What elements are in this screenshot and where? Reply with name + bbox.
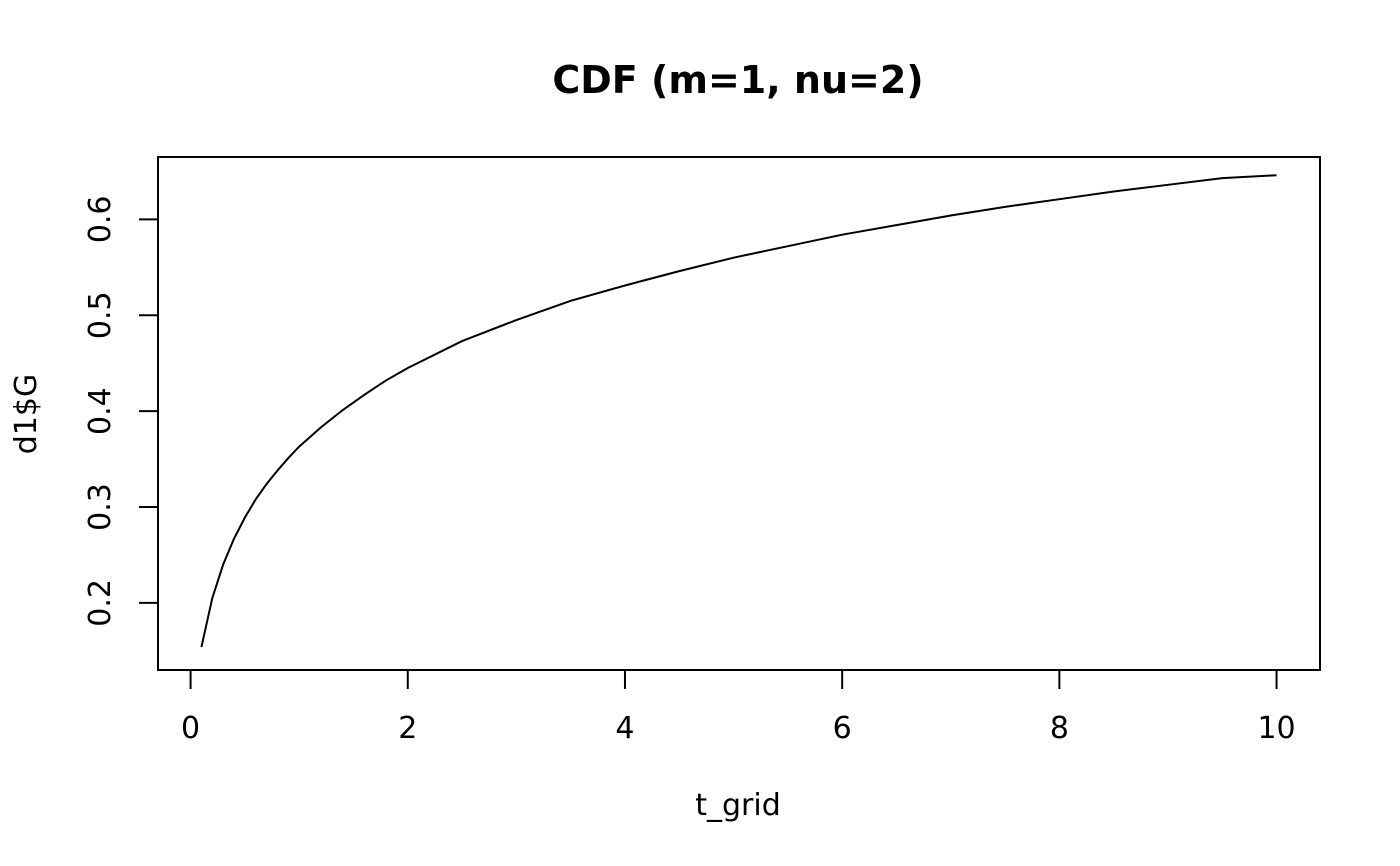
y-axis-label: d1$G xyxy=(9,374,44,454)
y-tick-label: 0.3 xyxy=(83,483,118,531)
y-axis-ticks: 0.2 0.3 0.4 0.5 0.6 xyxy=(83,195,158,627)
x-tick-label: 0 xyxy=(181,711,200,746)
plot-frame xyxy=(157,156,1321,671)
x-tick-label: 10 xyxy=(1257,711,1295,746)
y-tick-label: 0.6 xyxy=(83,195,118,243)
x-axis-ticks: 0 2 4 6 8 10 xyxy=(181,670,1296,746)
y-tick-label: 0.4 xyxy=(83,387,118,435)
cdf-series-line xyxy=(200,174,1277,648)
x-tick-label: 8 xyxy=(1050,711,1069,746)
x-tick-label: 2 xyxy=(398,711,417,746)
chart-title: CDF (m=1, nu=2) xyxy=(552,58,923,102)
y-tick-label: 0.2 xyxy=(83,579,118,627)
y-tick-label: 0.5 xyxy=(83,291,118,339)
x-axis-label: t_grid xyxy=(695,788,781,823)
x-tick-label: 4 xyxy=(615,711,634,746)
x-tick-label: 6 xyxy=(833,711,852,746)
